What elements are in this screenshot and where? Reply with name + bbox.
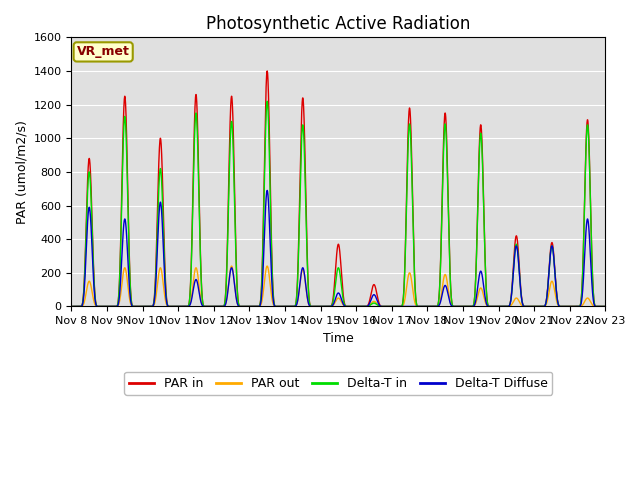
Delta-T in: [458, 303, 466, 309]
Delta-T in: [163, 302, 171, 308]
Y-axis label: PAR (umol/m2/s): PAR (umol/m2/s): [15, 120, 28, 224]
PAR out: [601, 303, 609, 309]
Delta-T in: [488, 303, 496, 309]
Delta-T in: [264, 98, 271, 104]
Delta-T Diffuse: [163, 302, 171, 308]
Delta-T in: [319, 303, 326, 309]
PAR in: [602, 303, 609, 309]
Line: Delta-T Diffuse: Delta-T Diffuse: [72, 191, 605, 306]
PAR in: [429, 303, 436, 309]
Title: Photosynthetic Active Radiation: Photosynthetic Active Radiation: [206, 15, 470, 33]
PAR out: [429, 303, 436, 309]
PAR out: [228, 263, 236, 269]
Delta-T Diffuse: [429, 303, 436, 309]
PAR in: [163, 301, 171, 307]
PAR in: [488, 303, 496, 309]
PAR in: [601, 303, 609, 309]
Delta-T in: [602, 303, 609, 309]
PAR in: [264, 68, 271, 74]
PAR in: [68, 303, 76, 309]
PAR out: [488, 303, 496, 309]
PAR out: [319, 303, 326, 309]
PAR out: [458, 303, 466, 309]
PAR out: [163, 303, 171, 309]
PAR out: [602, 303, 609, 309]
Line: Delta-T in: Delta-T in: [72, 101, 605, 306]
Delta-T in: [429, 303, 436, 309]
Delta-T Diffuse: [319, 303, 326, 309]
Delta-T Diffuse: [602, 303, 609, 309]
X-axis label: Time: Time: [323, 332, 354, 345]
Delta-T Diffuse: [68, 303, 76, 309]
Delta-T in: [601, 303, 609, 309]
PAR out: [68, 303, 76, 309]
PAR in: [319, 303, 326, 309]
Text: VR_met: VR_met: [77, 46, 130, 59]
Delta-T Diffuse: [458, 303, 466, 309]
Delta-T in: [68, 303, 76, 309]
Legend: PAR in, PAR out, Delta-T in, Delta-T Diffuse: PAR in, PAR out, Delta-T in, Delta-T Dif…: [124, 372, 552, 395]
Delta-T Diffuse: [601, 303, 609, 309]
Line: PAR out: PAR out: [72, 266, 605, 306]
Line: PAR in: PAR in: [72, 71, 605, 306]
Delta-T Diffuse: [488, 303, 496, 309]
Delta-T Diffuse: [264, 188, 271, 193]
PAR in: [458, 303, 466, 309]
